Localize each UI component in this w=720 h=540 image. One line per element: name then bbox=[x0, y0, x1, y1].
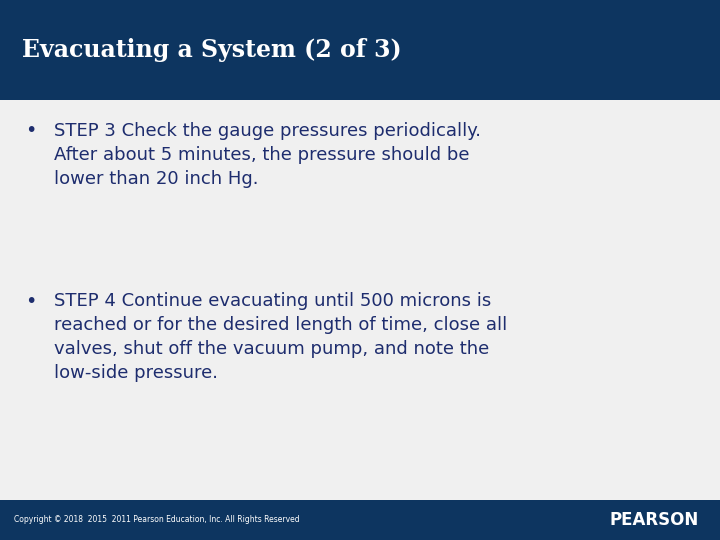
Text: PEARSON: PEARSON bbox=[609, 511, 698, 529]
Text: •: • bbox=[25, 122, 37, 140]
Text: •: • bbox=[25, 292, 37, 310]
Text: STEP 4 Continue evacuating until 500 microns is
reached or for the desired lengt: STEP 4 Continue evacuating until 500 mic… bbox=[54, 292, 508, 382]
Text: Copyright © 2018  2015  2011 Pearson Education, Inc. All Rights Reserved: Copyright © 2018 2015 2011 Pearson Educa… bbox=[14, 515, 300, 524]
Bar bbox=[0, 500, 720, 540]
Bar bbox=[0, 0, 720, 100]
Text: Evacuating a System (2 of 3): Evacuating a System (2 of 3) bbox=[22, 38, 401, 62]
Text: STEP 3 Check the gauge pressures periodically.
After about 5 minutes, the pressu: STEP 3 Check the gauge pressures periodi… bbox=[54, 122, 481, 188]
